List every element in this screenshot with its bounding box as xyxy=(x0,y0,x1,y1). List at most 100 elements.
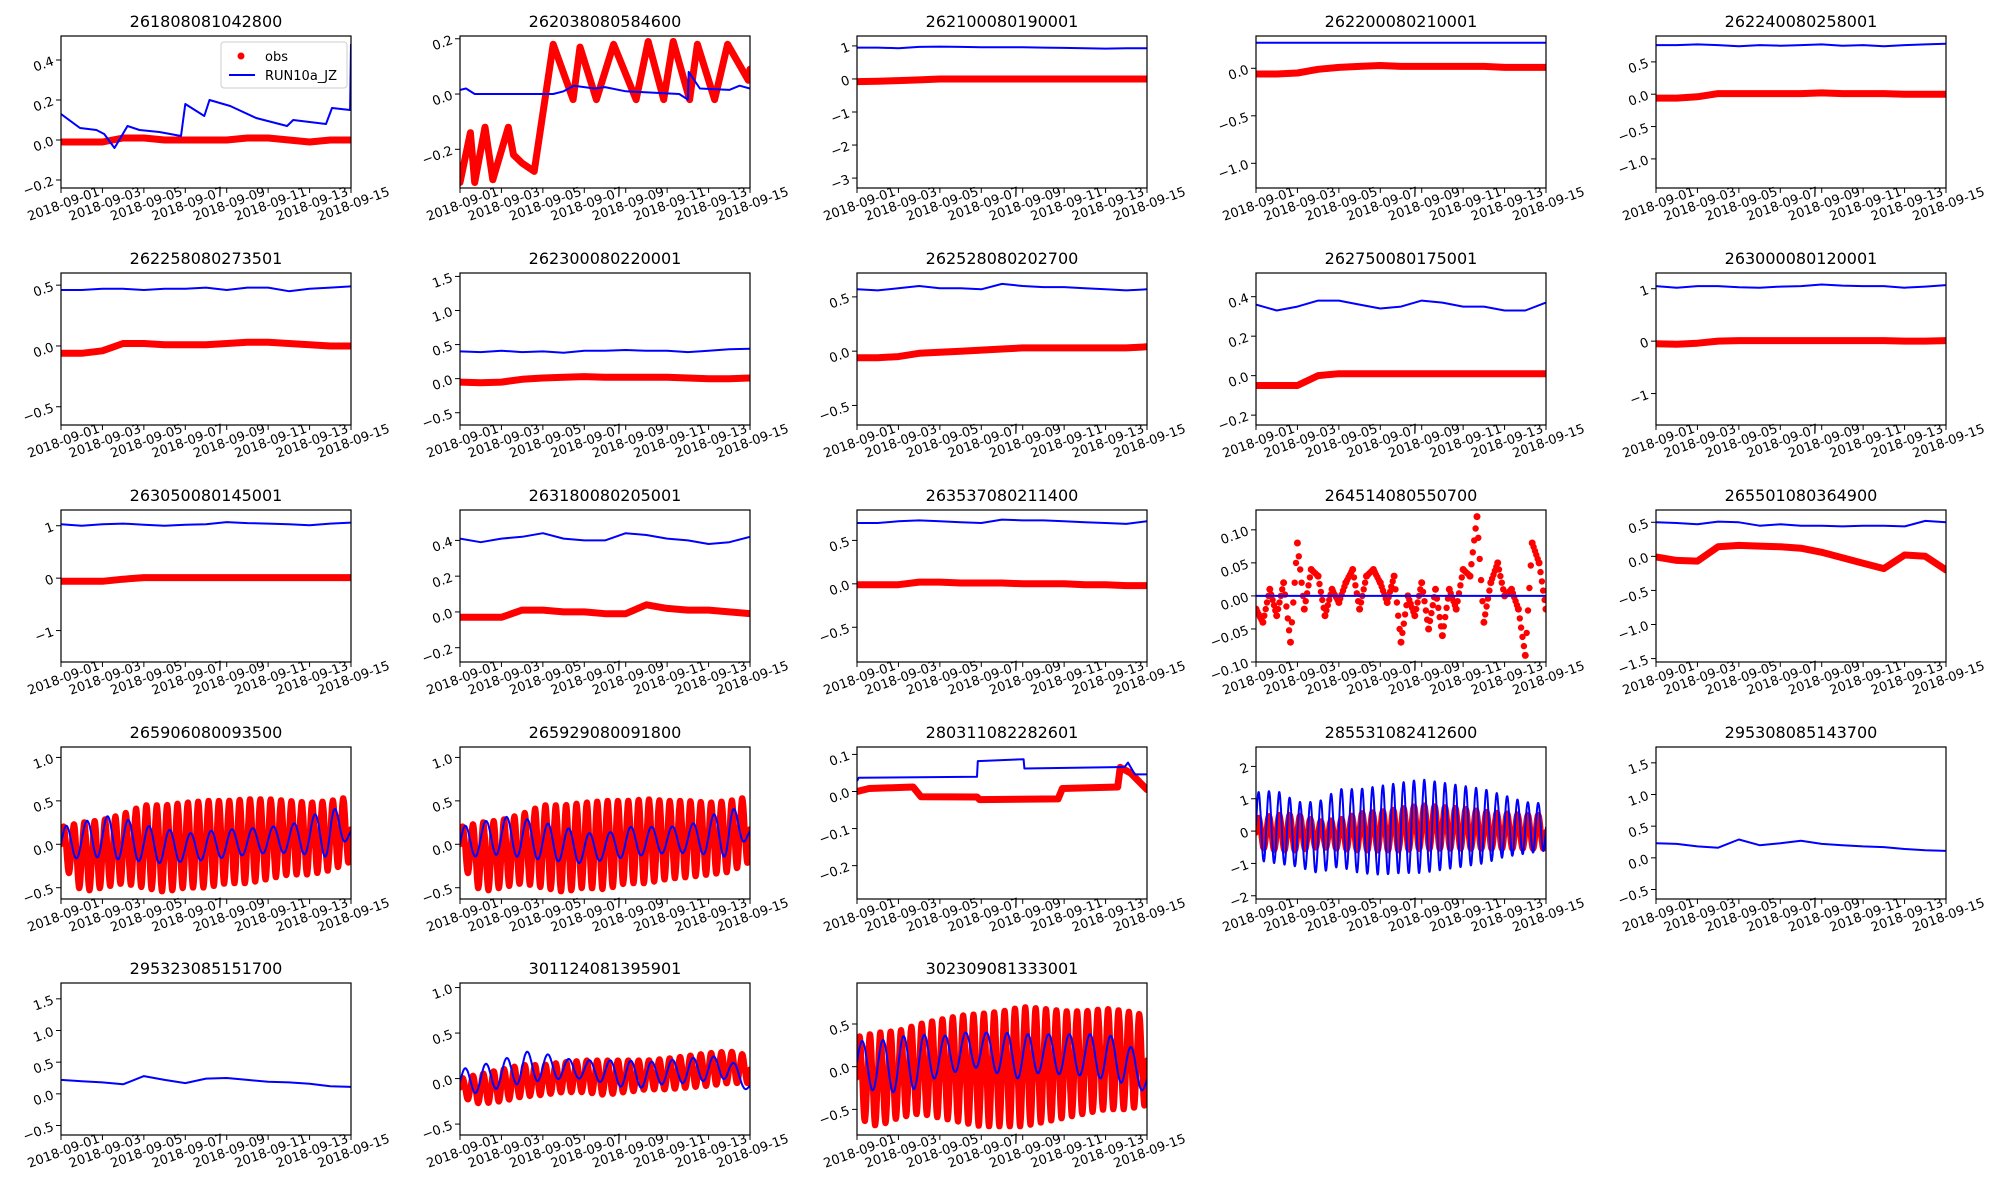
obs-point xyxy=(1313,571,1321,578)
obs-point xyxy=(1302,598,1309,605)
plot-area xyxy=(1656,747,1946,899)
obs-series xyxy=(460,1048,750,1107)
obs-point xyxy=(1516,615,1524,622)
y-tick-label: −1.0 xyxy=(1616,619,1651,644)
obs-point xyxy=(1438,632,1446,640)
model-series xyxy=(460,532,750,545)
subplot: 262240080258001−1.0−0.50.00.52018-09-012… xyxy=(1616,12,1987,225)
y-tick-label: −0.2 xyxy=(817,860,852,885)
y-tick-label: 1 xyxy=(1638,283,1651,300)
plot-area xyxy=(1656,36,1946,188)
obs-point xyxy=(1280,579,1288,587)
obs-point xyxy=(1273,612,1281,620)
subplot-title: 265929080091800 xyxy=(529,723,682,742)
model-series xyxy=(857,282,1147,292)
model-series xyxy=(460,1050,750,1094)
legend-label: RUN10a_JZ xyxy=(265,69,337,84)
subplot-title: 262038080584600 xyxy=(529,12,682,31)
y-tick-label: 1 xyxy=(43,520,56,537)
obs-point xyxy=(1480,618,1488,626)
subplot: 280311082282601−0.2−0.10.00.12018-09-012… xyxy=(817,723,1188,936)
plot-marks xyxy=(857,282,1147,362)
axes-frame xyxy=(1255,509,1547,663)
obs-point xyxy=(1520,642,1528,650)
y-tick-label: −1 xyxy=(1628,388,1651,409)
model-series xyxy=(1656,283,1946,289)
y-tick-label: 0.5 xyxy=(828,291,853,312)
y-tick-label: 0.5 xyxy=(431,339,456,360)
axes-frame xyxy=(459,509,751,663)
obs-series xyxy=(61,574,351,585)
obs-point xyxy=(1285,627,1293,634)
obs-point xyxy=(1316,580,1323,588)
obs-point xyxy=(1472,525,1479,532)
y-tick-label: 0.0 xyxy=(431,88,456,109)
y-tick-label: −0.5 xyxy=(420,1118,455,1143)
plot-area xyxy=(857,36,1147,188)
obs-point xyxy=(1538,578,1546,585)
subplot: 262528080202700−0.50.00.52018-09-012018-… xyxy=(817,249,1188,462)
y-tick-label: 0.2 xyxy=(1227,331,1252,352)
y-tick-label: 0.5 xyxy=(32,280,57,301)
obs-point xyxy=(1541,596,1546,604)
plot-marks xyxy=(857,45,1147,86)
subplot: 295308085143700−0.50.00.51.01.52018-09-0… xyxy=(1616,723,1987,936)
model-series xyxy=(857,758,1147,782)
y-tick-label: 0.0 xyxy=(32,839,57,860)
plot-marks xyxy=(61,285,351,357)
model-series xyxy=(61,285,351,293)
y-tick-label: 0.0 xyxy=(828,1061,853,1082)
subplot-title: 262300080220001 xyxy=(529,249,682,268)
obs-point xyxy=(1326,596,1333,604)
axes-frame xyxy=(1655,35,1947,189)
y-tick-label: 1.0 xyxy=(1627,789,1652,810)
plot-marks xyxy=(857,1004,1147,1130)
obs-point xyxy=(1426,617,1434,625)
y-tick-label: 0.0 xyxy=(1227,63,1252,84)
subplot-title: 262528080202700 xyxy=(926,249,1079,268)
obs-point xyxy=(1276,599,1283,606)
legend: obs RUN10a_JZ xyxy=(220,41,348,89)
y-tick-label: 1.0 xyxy=(431,752,456,773)
obs-point xyxy=(1297,566,1304,573)
obs-point xyxy=(1389,578,1396,585)
y-tick-label: 1 xyxy=(1238,793,1251,810)
y-tick-label: −1 xyxy=(1228,858,1251,879)
obs-point xyxy=(1401,611,1409,618)
subplot: 263050080145001−1012018-09-012018-09-032… xyxy=(26,486,392,699)
obs-point xyxy=(1393,599,1401,606)
y-tick-label: −1.0 xyxy=(1216,158,1251,183)
obs-point xyxy=(1497,572,1504,580)
plot-marks xyxy=(61,795,351,895)
obs-point xyxy=(1375,576,1383,584)
obs-point xyxy=(1295,553,1303,560)
axes-frame xyxy=(60,509,352,663)
obs-series xyxy=(857,1004,1147,1130)
y-tick-label: 0.4 xyxy=(431,535,456,556)
axes-frame xyxy=(1655,272,1947,426)
y-tick-label: 0.2 xyxy=(431,571,456,592)
axes-frame xyxy=(459,746,751,900)
axes-frame xyxy=(856,509,1148,663)
plot-marks xyxy=(1656,838,1946,852)
y-tick-label: 0.0 xyxy=(431,839,456,860)
y-tick-label: 0.5 xyxy=(1627,821,1652,842)
obs-point xyxy=(1400,620,1408,627)
y-tick-label: 0.0 xyxy=(1627,551,1652,572)
obs-point xyxy=(1473,513,1481,521)
obs-point xyxy=(1341,583,1348,590)
legend-label: obs xyxy=(265,50,288,65)
plot-marks xyxy=(61,43,351,149)
y-tick-label: −1.0 xyxy=(1616,153,1651,178)
y-tick-label: 0.0 xyxy=(32,134,57,155)
subplot: 263537080211400−0.50.00.52018-09-012018-… xyxy=(817,486,1188,699)
y-tick-label: −0.2 xyxy=(1216,409,1251,434)
model-series xyxy=(460,347,750,354)
obs-point xyxy=(1521,651,1529,659)
y-tick-label: 0.5 xyxy=(32,795,57,816)
plot-area xyxy=(1656,273,1946,425)
obs-point xyxy=(1266,585,1274,593)
obs-series xyxy=(460,373,750,387)
y-tick-label: 0.5 xyxy=(1627,517,1652,538)
axes-frame xyxy=(1255,272,1547,426)
